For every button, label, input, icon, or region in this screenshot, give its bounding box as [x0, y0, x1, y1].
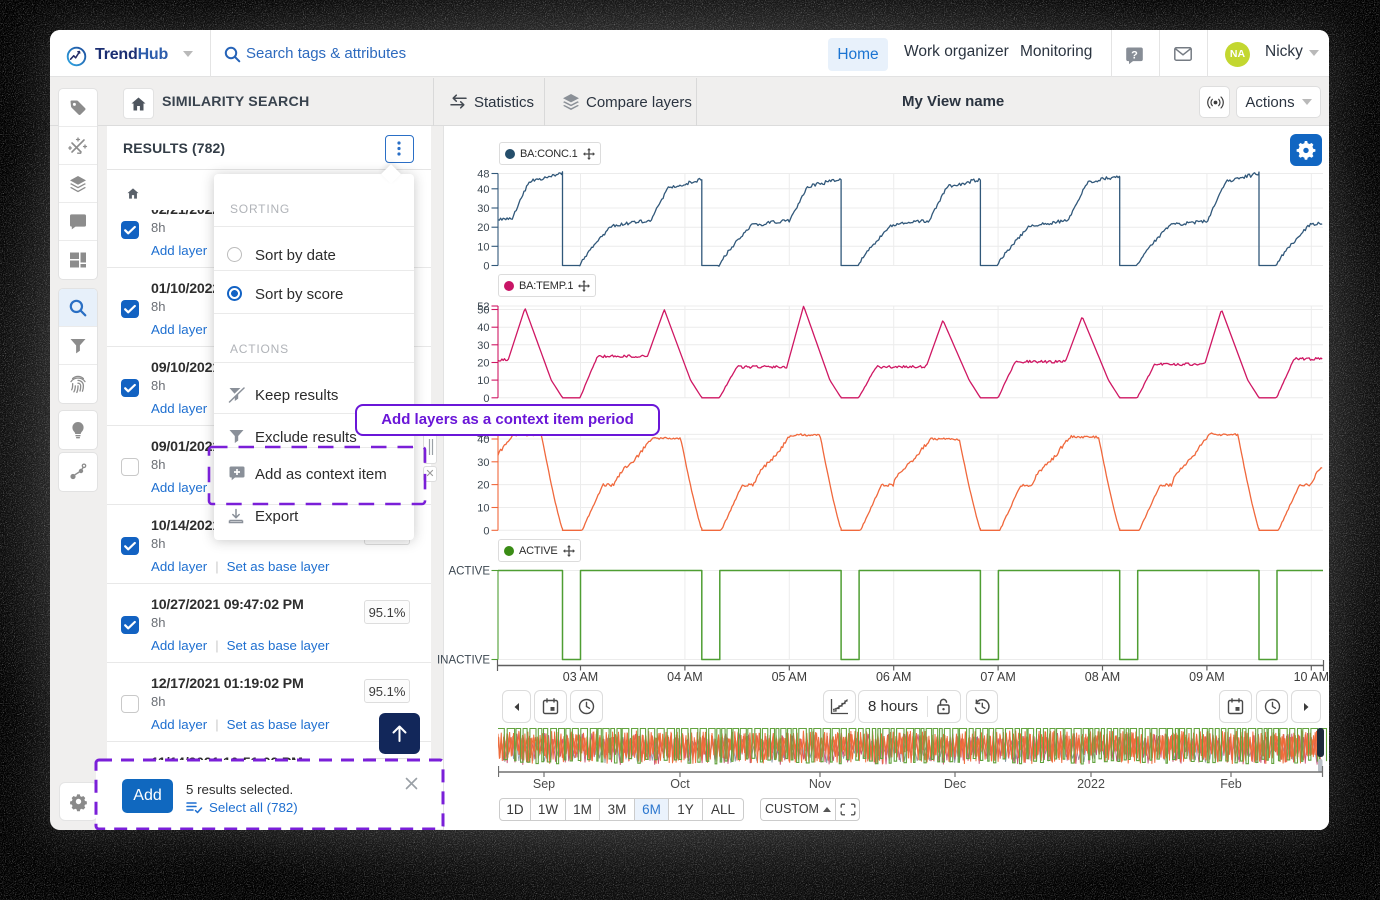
svg-text:05 AM: 05 AM: [772, 670, 807, 684]
svg-text:Oct: Oct: [670, 777, 690, 791]
svg-text:10: 10: [477, 375, 489, 387]
svg-text:Nov: Nov: [809, 777, 832, 791]
svg-text:30: 30: [477, 457, 489, 469]
svg-text:08 AM: 08 AM: [1085, 670, 1120, 684]
svg-text:0: 0: [483, 393, 489, 405]
svg-text:Sep: Sep: [533, 777, 555, 791]
svg-text:10 AM: 10 AM: [1294, 670, 1329, 684]
svg-text:09 AM: 09 AM: [1189, 670, 1224, 684]
svg-text:10: 10: [477, 241, 489, 253]
svg-text:0: 0: [483, 261, 489, 273]
svg-text:07 AM: 07 AM: [980, 670, 1015, 684]
svg-text:20: 20: [477, 358, 489, 370]
svg-text:52: 52: [477, 301, 489, 313]
svg-text:48: 48: [477, 169, 489, 181]
svg-text:20: 20: [477, 222, 489, 234]
svg-text:0: 0: [483, 525, 489, 537]
svg-text:30: 30: [477, 340, 489, 352]
svg-text:?: ?: [1131, 49, 1138, 61]
svg-text:20: 20: [477, 480, 489, 492]
svg-text:INACTIVE: INACTIVE: [437, 655, 490, 667]
svg-text:03 AM: 03 AM: [563, 670, 598, 684]
svg-text:Dec: Dec: [944, 777, 966, 791]
svg-text:40: 40: [477, 322, 489, 334]
svg-text:ACTIVE: ACTIVE: [448, 566, 490, 578]
svg-text:06 AM: 06 AM: [876, 670, 911, 684]
svg-text:04 AM: 04 AM: [667, 670, 702, 684]
svg-text:2022: 2022: [1077, 777, 1105, 791]
svg-text:40: 40: [477, 184, 489, 196]
svg-text:10: 10: [477, 503, 489, 515]
svg-text:40: 40: [477, 434, 489, 446]
svg-text:Feb: Feb: [1220, 777, 1242, 791]
svg-text:50: 50: [477, 305, 489, 317]
svg-text:30: 30: [477, 203, 489, 215]
